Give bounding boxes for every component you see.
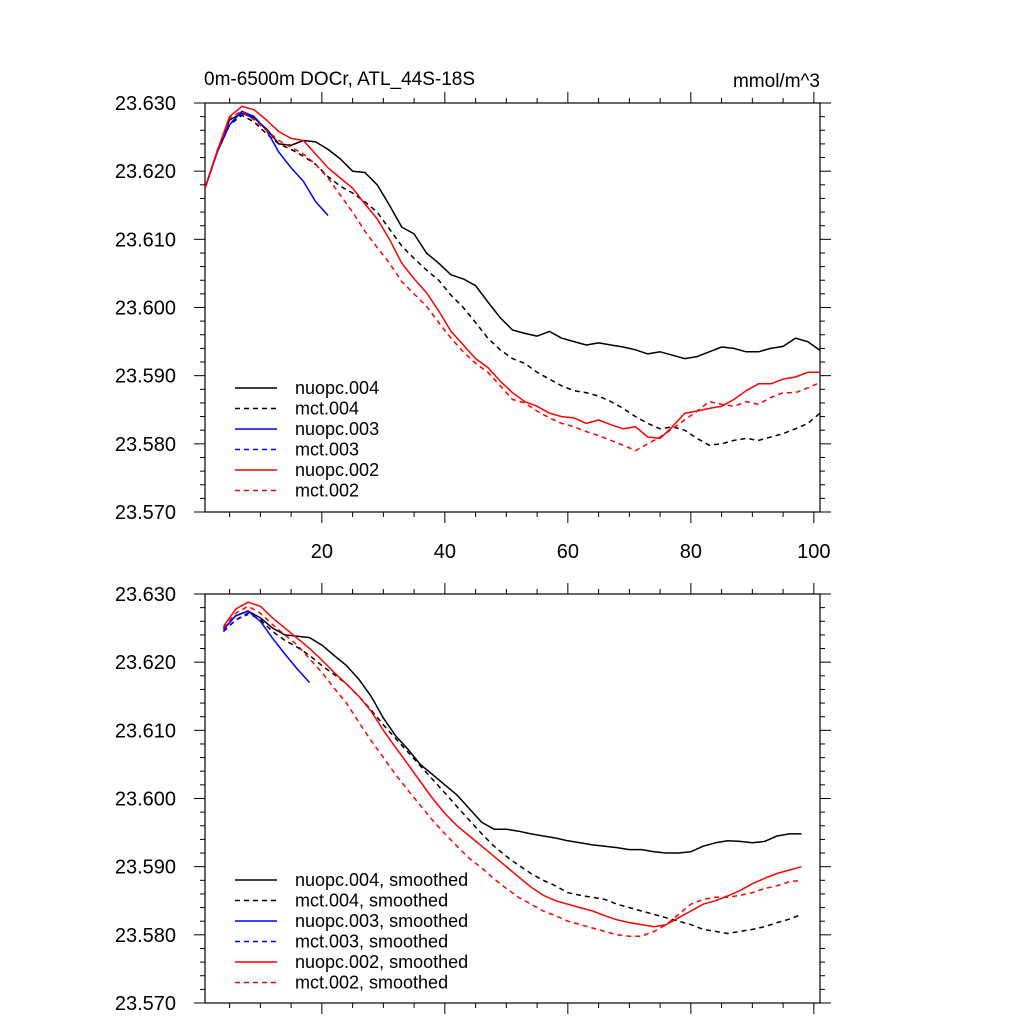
series-line-mct-002-smoothed: [222, 605, 802, 937]
legend-label: mct.002, smoothed: [295, 973, 448, 993]
x-tick-label: 60: [557, 541, 579, 563]
y-tick-label: 23.570: [115, 502, 176, 524]
bottom-panel: 23.570 23.580 23.590 23.600 23.610 23.620 23.6…: [115, 583, 831, 1015]
y-tick-label: 23.580: [115, 434, 176, 456]
y-tick-label: 23.590: [115, 366, 176, 388]
y-tick-label: 23.630: [115, 93, 176, 115]
legend-label: mct.004, smoothed: [295, 891, 448, 911]
series-line-nuopc-004-smoothed: [222, 610, 802, 854]
legend-label: mct.002: [295, 481, 359, 501]
y-tick-label: 23.570: [115, 993, 176, 1015]
legend-label: mct.004: [295, 399, 359, 419]
legend-label: mct.003: [295, 440, 359, 460]
series-line-mct-003-smoothed: [222, 613, 249, 633]
legend-label: nuopc.003, smoothed: [295, 911, 468, 931]
x-tick-label: 100: [797, 541, 830, 563]
series-line-nuopc-003: [204, 110, 329, 217]
x-tick-label: 40: [434, 541, 456, 563]
legend-label: mct.003, smoothed: [295, 932, 448, 952]
series-line-mct-004: [204, 114, 821, 446]
x-tick-label: 20: [311, 541, 333, 563]
y-tick-label: 23.630: [115, 584, 176, 606]
y-tick-label: 23.620: [115, 652, 176, 674]
y-tick-label: 23.600: [115, 789, 176, 811]
top-panel: 20 40 60 80 100 23.570 23.580 23.590 23.600 23.61…: [115, 92, 831, 563]
y-tick-label: 23.600: [115, 298, 176, 320]
legend-label: nuopc.003: [295, 419, 379, 439]
y-tick-label: 23.620: [115, 161, 176, 183]
series-line-nuopc-003-smoothed: [222, 610, 311, 684]
x-tick-label: 80: [680, 541, 702, 563]
legend-label: nuopc.002: [295, 460, 379, 480]
y-tick-label: 23.590: [115, 857, 176, 879]
series-line-nuopc-004: [204, 112, 821, 360]
series-line-nuopc-002: [204, 105, 820, 440]
legend-label: nuopc.002, smoothed: [295, 952, 468, 972]
y-tick-label: 23.580: [115, 925, 176, 947]
chart-title-left: 0m-6500m DOCr, ATL_44S-18S: [204, 69, 475, 90]
y-tick-label: 23.610: [115, 229, 176, 251]
y-tick-label: 23.610: [115, 720, 176, 742]
chart-units-label: mmol/m^3: [733, 71, 820, 92]
legend-label: nuopc.004, smoothed: [295, 870, 468, 890]
series-line-mct-002: [204, 110, 821, 452]
series-line-nuopc-002-smoothed: [222, 601, 802, 928]
legend-label: nuopc.004: [295, 378, 379, 398]
series-line-mct-004-smoothed: [222, 612, 802, 935]
